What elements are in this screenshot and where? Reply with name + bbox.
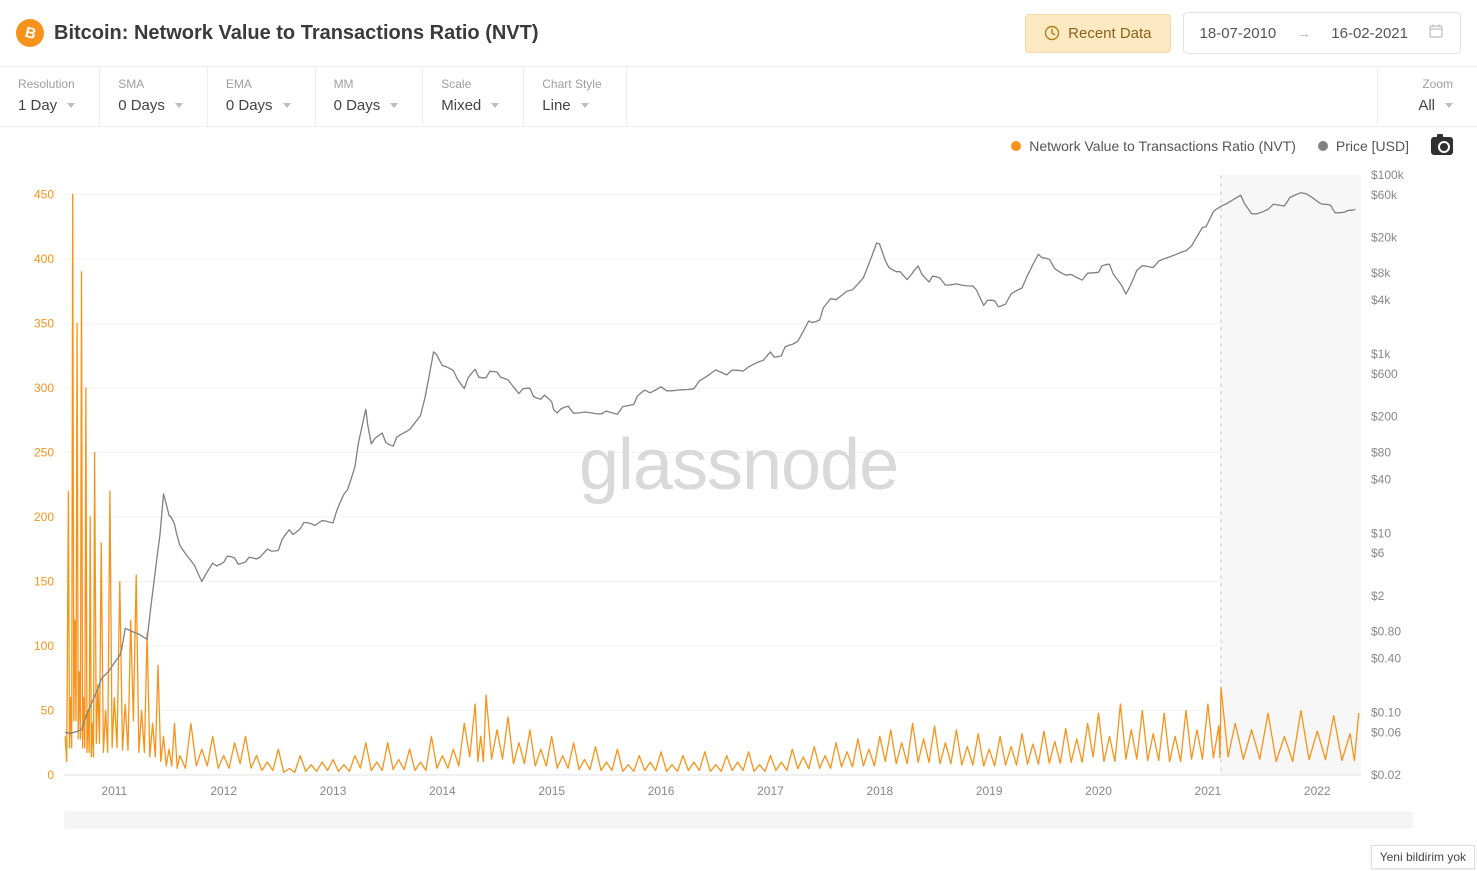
svg-text:$0.10: $0.10 xyxy=(1371,705,1401,719)
svg-text:300: 300 xyxy=(34,381,54,395)
svg-text:$0.02: $0.02 xyxy=(1371,768,1401,782)
svg-text:$80: $80 xyxy=(1371,445,1391,459)
legend-item-price[interactable]: Price [USD] xyxy=(1318,138,1409,154)
arrow-right-icon: → xyxy=(1296,25,1311,42)
svg-text:2016: 2016 xyxy=(648,784,675,798)
notification-toast[interactable]: Yeni bildirim yok xyxy=(1371,845,1475,869)
svg-text:$0.06: $0.06 xyxy=(1371,725,1401,739)
tool-value: 0 Days xyxy=(334,97,399,114)
svg-text:2018: 2018 xyxy=(866,784,893,798)
legend-dot-price xyxy=(1318,141,1328,151)
svg-text:50: 50 xyxy=(41,703,55,717)
tool-label: Zoom xyxy=(1396,77,1453,91)
svg-text:2021: 2021 xyxy=(1195,784,1222,798)
svg-text:$4k: $4k xyxy=(1371,293,1391,307)
svg-text:200: 200 xyxy=(34,510,54,524)
svg-text:400: 400 xyxy=(34,252,54,266)
tool-ema[interactable]: EMA 0 Days xyxy=(208,67,316,126)
svg-text:2019: 2019 xyxy=(976,784,1003,798)
svg-text:$2: $2 xyxy=(1371,589,1385,603)
recent-data-button[interactable]: Recent Data xyxy=(1025,14,1170,53)
tool-label: Resolution xyxy=(18,77,75,91)
svg-text:$1k: $1k xyxy=(1371,347,1391,361)
calendar-icon xyxy=(1428,23,1444,43)
tool-scale[interactable]: Scale Mixed xyxy=(423,67,524,126)
legend-dot-nvt xyxy=(1011,141,1021,151)
legend-label: Network Value to Transactions Ratio (NVT… xyxy=(1029,138,1296,154)
svg-text:250: 250 xyxy=(34,445,54,459)
tool-value: 1 Day xyxy=(18,97,75,114)
svg-text:100: 100 xyxy=(34,639,54,653)
bitcoin-icon: B xyxy=(16,19,44,47)
clock-icon xyxy=(1044,25,1060,41)
svg-text:$20k: $20k xyxy=(1371,231,1398,245)
svg-text:$40: $40 xyxy=(1371,472,1391,486)
chart-legend: Network Value to Transactions Ratio (NVT… xyxy=(0,127,1477,155)
svg-text:350: 350 xyxy=(34,316,54,330)
tool-label: SMA xyxy=(118,77,183,91)
chart-area[interactable]: glassnode 050100150200250300350400450$0.… xyxy=(0,155,1477,829)
date-from: 18-07-2010 xyxy=(1200,25,1277,42)
tool-sma[interactable]: SMA 0 Days xyxy=(100,67,208,126)
legend-item-nvt[interactable]: Network Value to Transactions Ratio (NVT… xyxy=(1011,138,1296,154)
svg-text:150: 150 xyxy=(34,574,54,588)
header: B Bitcoin: Network Value to Transactions… xyxy=(0,0,1477,66)
tool-resolution[interactable]: Resolution 1 Day xyxy=(0,67,100,126)
svg-text:$0.80: $0.80 xyxy=(1371,625,1401,639)
svg-text:450: 450 xyxy=(34,187,54,201)
svg-text:$200: $200 xyxy=(1371,410,1398,424)
tool-label: MM xyxy=(334,77,399,91)
svg-text:$600: $600 xyxy=(1371,367,1398,381)
header-right: Recent Data 18-07-2010 → 16-02-2021 xyxy=(1025,12,1461,54)
svg-text:$8k: $8k xyxy=(1371,266,1391,280)
tool-mm[interactable]: MM 0 Days xyxy=(316,67,424,126)
tool-chart-style[interactable]: Chart Style Line xyxy=(524,67,626,126)
title-wrap: B Bitcoin: Network Value to Transactions… xyxy=(16,19,539,47)
svg-text:$0.40: $0.40 xyxy=(1371,651,1401,665)
page-title: Bitcoin: Network Value to Transactions R… xyxy=(54,22,539,45)
svg-text:0: 0 xyxy=(47,768,54,782)
tool-value: Line xyxy=(542,97,601,114)
toolbar: Resolution 1 Day SMA 0 Days EMA 0 Days M… xyxy=(0,66,1477,127)
tool-label: Chart Style xyxy=(542,77,601,91)
svg-text:2022: 2022 xyxy=(1304,784,1331,798)
date-to: 16-02-2021 xyxy=(1331,25,1408,42)
svg-text:$60k: $60k xyxy=(1371,188,1398,202)
legend-label: Price [USD] xyxy=(1336,138,1409,154)
recent-data-label: Recent Data xyxy=(1068,25,1151,42)
chart-svg: 0 50 100 150 200 250 300 350 400 450 $0.02 $0.06 $0.… xyxy=(16,155,1461,805)
svg-text:2011: 2011 xyxy=(101,784,127,798)
tool-value: All xyxy=(1396,97,1453,114)
date-range-picker[interactable]: 18-07-2010 → 16-02-2021 xyxy=(1183,12,1461,54)
svg-text:2013: 2013 xyxy=(320,784,347,798)
tool-value: 0 Days xyxy=(226,97,291,114)
tool-value: Mixed xyxy=(441,97,499,114)
screenshot-button[interactable] xyxy=(1431,137,1453,155)
tool-label: EMA xyxy=(226,77,291,91)
tool-value: 0 Days xyxy=(118,97,183,114)
svg-text:2020: 2020 xyxy=(1085,784,1112,798)
svg-text:2012: 2012 xyxy=(210,784,237,798)
svg-text:$6: $6 xyxy=(1371,546,1385,560)
tool-zoom[interactable]: Zoom All xyxy=(1377,67,1477,126)
svg-text:2014: 2014 xyxy=(429,784,456,798)
svg-text:$10: $10 xyxy=(1371,526,1391,540)
tool-label: Scale xyxy=(441,77,499,91)
svg-text:$100k: $100k xyxy=(1371,168,1405,182)
svg-text:2017: 2017 xyxy=(757,784,784,798)
svg-text:2015: 2015 xyxy=(538,784,565,798)
zoom-scrubber[interactable] xyxy=(64,811,1413,829)
